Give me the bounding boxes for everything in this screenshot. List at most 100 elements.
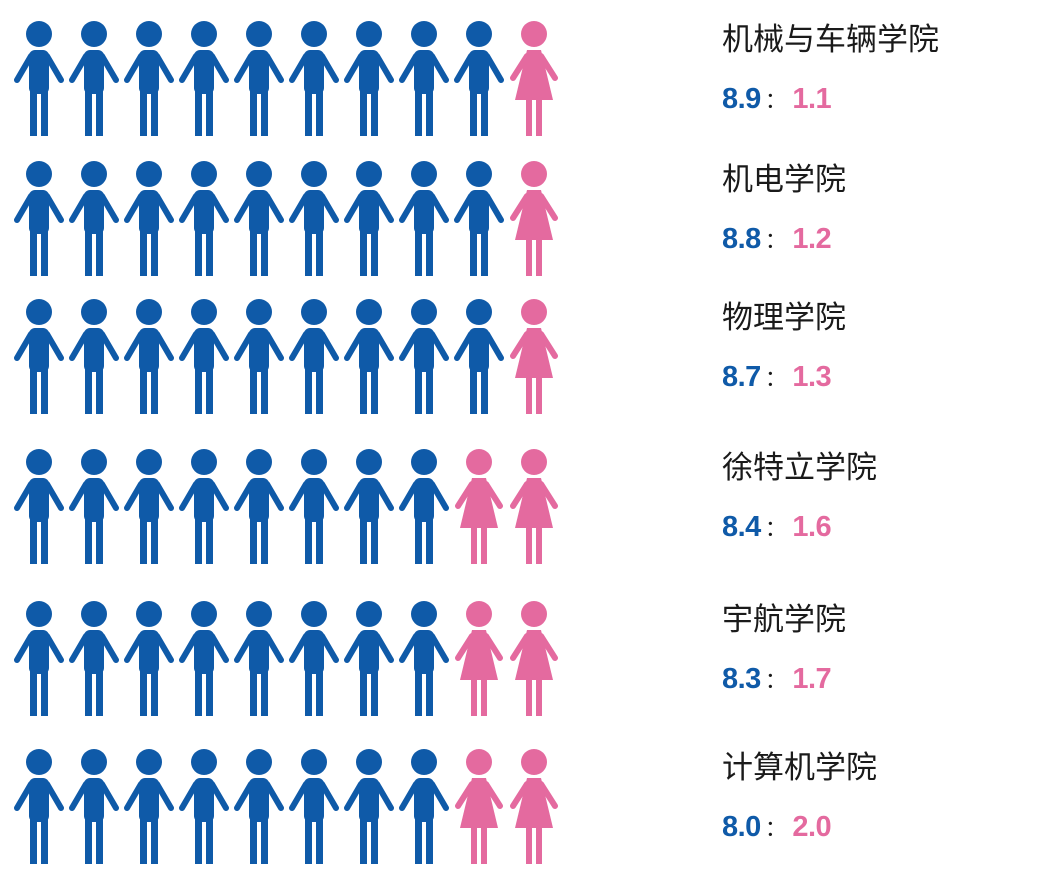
male-person-icon — [399, 21, 449, 136]
college-name: 机电学院 — [722, 162, 846, 198]
person-icon-group — [14, 160, 559, 290]
college-name: 计算机学院 — [722, 750, 877, 786]
ratio-separator: ： — [764, 669, 787, 694]
male-person-icon — [289, 601, 339, 716]
female-ratio-value: 1.6 — [792, 511, 832, 543]
male-person-icon — [69, 749, 119, 864]
person-icon-group — [14, 20, 559, 150]
male-person-icon — [454, 21, 504, 136]
male-person-icon — [14, 449, 64, 564]
male-person-icon — [234, 21, 284, 136]
person-icon-group — [14, 600, 559, 730]
male-person-icon — [399, 601, 449, 716]
male-person-icon — [399, 161, 449, 276]
female-ratio-value: 1.7 — [792, 663, 832, 695]
gender-ratio: 8.3： 1.7 — [722, 662, 1042, 699]
gender-ratio: 8.7： 1.3 — [722, 360, 1042, 397]
male-person-icon — [234, 299, 284, 414]
male-person-icon — [179, 299, 229, 414]
college-name: 徐特立学院 — [722, 450, 877, 486]
male-person-icon — [289, 449, 339, 564]
male-ratio-value: 8.0 — [722, 811, 761, 843]
male-person-icon — [69, 161, 119, 276]
male-person-icon — [344, 601, 394, 716]
female-person-icon — [510, 161, 558, 276]
college-row: 宇航学院 8.3： 1.7 — [0, 600, 1051, 730]
college-info: 机电学院 8.8： 1.2 — [722, 160, 1042, 259]
ratio-separator: ： — [764, 89, 787, 114]
gender-ratio: 8.0： 2.0 — [722, 810, 1042, 847]
college-name: 物理学院 — [722, 300, 846, 336]
gender-ratio: 8.4： 1.6 — [722, 510, 1042, 547]
college-name: 宇航学院 — [722, 602, 846, 638]
college-row: 机电学院 8.8： 1.2 — [0, 160, 1051, 290]
male-person-icon — [344, 749, 394, 864]
male-person-icon — [289, 299, 339, 414]
male-person-icon — [234, 749, 284, 864]
female-ratio-value: 1.2 — [792, 223, 832, 255]
ratio-separator: ： — [764, 817, 787, 842]
female-ratio-value: 2.0 — [792, 811, 832, 843]
male-person-icon — [454, 299, 504, 414]
male-person-icon — [69, 449, 119, 564]
male-person-icon — [179, 449, 229, 564]
male-person-icon — [289, 21, 339, 136]
ratio-separator: ： — [764, 517, 787, 542]
male-person-icon — [124, 21, 174, 136]
male-person-icon — [179, 161, 229, 276]
female-person-icon — [455, 449, 503, 564]
male-person-icon — [399, 299, 449, 414]
male-person-icon — [344, 299, 394, 414]
person-icon-group — [14, 448, 559, 578]
female-person-icon — [510, 749, 558, 864]
female-person-icon — [510, 601, 558, 716]
female-person-icon — [510, 299, 558, 414]
male-person-icon — [69, 601, 119, 716]
male-person-icon — [14, 21, 64, 136]
female-ratio-value: 1.3 — [792, 361, 832, 393]
male-person-icon — [344, 161, 394, 276]
male-person-icon — [179, 601, 229, 716]
male-ratio-value: 8.3 — [722, 663, 761, 695]
male-person-icon — [69, 299, 119, 414]
male-person-icon — [124, 449, 174, 564]
male-person-icon — [14, 749, 64, 864]
college-row: 徐特立学院 8.4： 1.6 — [0, 448, 1051, 578]
male-person-icon — [14, 161, 64, 276]
ratio-separator: ： — [764, 229, 787, 254]
college-info: 徐特立学院 8.4： 1.6 — [722, 448, 1042, 547]
female-person-icon — [510, 449, 558, 564]
male-ratio-value: 8.8 — [722, 223, 761, 255]
college-info: 物理学院 8.7： 1.3 — [722, 298, 1042, 397]
college-info: 计算机学院 8.0： 2.0 — [722, 748, 1042, 847]
male-person-icon — [124, 601, 174, 716]
college-row: 物理学院 8.7： 1.3 — [0, 298, 1051, 428]
male-person-icon — [289, 161, 339, 276]
college-row: 计算机学院 8.0： 2.0 — [0, 748, 1051, 878]
male-person-icon — [454, 161, 504, 276]
female-person-icon — [455, 601, 503, 716]
male-person-icon — [179, 21, 229, 136]
female-ratio-value: 1.1 — [792, 83, 832, 115]
male-person-icon — [124, 161, 174, 276]
female-person-icon — [510, 21, 558, 136]
male-person-icon — [234, 161, 284, 276]
male-person-icon — [399, 449, 449, 564]
male-person-icon — [234, 449, 284, 564]
male-person-icon — [69, 21, 119, 136]
male-person-icon — [14, 601, 64, 716]
college-name: 机械与车辆学院 — [722, 22, 939, 58]
male-person-icon — [344, 449, 394, 564]
male-ratio-value: 8.9 — [722, 83, 761, 115]
male-person-icon — [289, 749, 339, 864]
gender-ratio: 8.9： 1.1 — [722, 82, 1042, 119]
male-person-icon — [234, 601, 284, 716]
female-person-icon — [455, 749, 503, 864]
person-icon-group — [14, 748, 559, 878]
male-person-icon — [14, 299, 64, 414]
college-info: 机械与车辆学院 8.9： 1.1 — [722, 20, 1042, 119]
male-person-icon — [399, 749, 449, 864]
male-ratio-value: 8.4 — [722, 511, 761, 543]
college-row: 机械与车辆学院 8.9： 1.1 — [0, 20, 1051, 150]
